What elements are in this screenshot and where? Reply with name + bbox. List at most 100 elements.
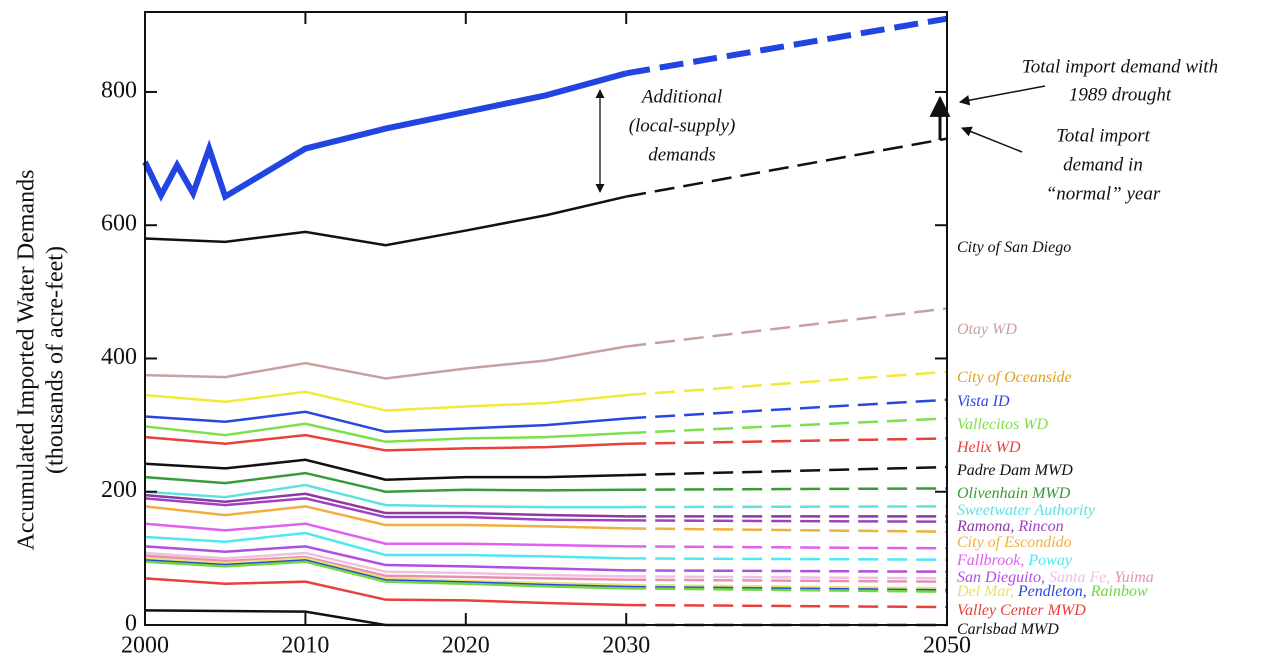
legend-entry: Sweetwater Authority <box>957 502 1096 519</box>
forecast-line <box>626 437 948 446</box>
forecast-line <box>626 545 948 550</box>
annotation-arrow <box>958 85 1046 106</box>
legend-entry: Helix WD <box>956 439 1021 456</box>
legend-entry: Carlsbad MWD <box>957 621 1059 638</box>
series-line <box>144 505 627 530</box>
annotation: (local-supply) <box>629 115 736 136</box>
series-line <box>144 609 627 627</box>
annotation: demand in <box>1063 154 1143 175</box>
legend-entry: Valley Center MWD <box>957 602 1086 619</box>
series-label: Olivenhain MWD <box>957 485 1071 502</box>
forecast-line <box>626 505 948 509</box>
series-line <box>144 471 627 493</box>
x-tick-label: 2030 <box>602 633 650 659</box>
annotation: Additional <box>640 86 722 107</box>
x-tick-label: 2020 <box>442 633 490 659</box>
series-line <box>144 422 627 444</box>
legend-entry: Yuima <box>1114 569 1153 586</box>
legend-entry: City of San Diego <box>957 239 1071 256</box>
label-separator: , <box>1083 583 1091 600</box>
series-label: City of Oceanside <box>957 369 1072 386</box>
label-separator: , <box>1010 583 1018 600</box>
legend-entry: City of Escondido <box>957 534 1072 551</box>
forecast-line <box>626 417 948 435</box>
label-separator: , <box>1106 569 1114 586</box>
series-label: Helix WD <box>956 439 1021 456</box>
series-label: City of San Diego <box>957 239 1071 256</box>
y-axis-label: Accumulated Imported Water Demands <box>14 170 40 551</box>
y-tick-label: 400 <box>101 344 137 370</box>
x-tick-label: 2050 <box>923 633 971 659</box>
series-line <box>144 560 627 590</box>
forecast-line <box>626 575 948 580</box>
series-label: Valley Center MWD <box>957 602 1086 619</box>
legend-entry: Poway <box>1027 552 1072 569</box>
forecast-line <box>626 398 948 420</box>
forecast-line <box>625 15 948 77</box>
legend-entry: Ramona <box>956 518 1010 535</box>
forecast-line <box>626 569 948 573</box>
legend-entry: Del Mar <box>956 583 1012 600</box>
legend-entry: Rainbow <box>1090 583 1148 600</box>
label-separator: , <box>1010 518 1018 535</box>
series-line <box>144 545 627 572</box>
y-tick-label: 0 <box>125 611 137 637</box>
series-label: Ramona, Rincon <box>956 518 1064 535</box>
legend-entry: Fallbrook <box>956 552 1021 569</box>
series-line <box>144 390 627 412</box>
annotation-arrow <box>961 126 1023 153</box>
series-line <box>144 458 627 482</box>
series-line <box>144 531 627 560</box>
x-tick-label: 2000 <box>121 633 169 659</box>
annotation: Total import demand with <box>1022 56 1218 77</box>
annotation: Total import <box>1056 125 1151 146</box>
forecast-line <box>626 519 948 523</box>
legend-entry: Otay WD <box>957 321 1017 338</box>
series-line <box>144 551 627 578</box>
series-label: Carlsbad MWD <box>957 621 1059 638</box>
series-line <box>144 345 627 380</box>
forecast-line <box>626 465 948 477</box>
forecast-line <box>626 583 948 590</box>
label-separator: , <box>1041 569 1049 586</box>
y-tick-label: 600 <box>101 211 137 237</box>
forecast-line <box>626 557 948 561</box>
series-line <box>144 433 627 452</box>
y-tick-label: 800 <box>101 77 137 103</box>
forecast-line <box>626 370 948 397</box>
series-line <box>144 497 627 522</box>
series-label: Padre Dam MWD <box>956 462 1073 479</box>
legend-entry: City of Oceanside <box>957 369 1072 386</box>
series-line <box>144 577 627 607</box>
series-label: Sweetwater Authority <box>957 502 1096 519</box>
series-line <box>144 195 627 247</box>
forecast-line <box>626 487 948 491</box>
series-line <box>144 557 627 587</box>
series-line <box>144 554 627 581</box>
y-axis-label: (thousands of acre-feet) <box>43 246 69 474</box>
annotation: “normal” year <box>1046 183 1161 204</box>
forecast-line <box>626 307 948 348</box>
x-tick-label: 2010 <box>281 633 329 659</box>
legend-entry: Vallecitos WD <box>957 416 1049 433</box>
legend-entry: Vista ID <box>957 393 1010 410</box>
plot-frame <box>144 11 948 626</box>
series-line <box>144 559 627 589</box>
y-tick-label: 200 <box>101 477 137 503</box>
legend-entry: Rincon <box>1017 518 1063 535</box>
series-line <box>144 492 627 518</box>
series-label: Otay WD <box>957 321 1017 338</box>
series-line <box>142 70 627 202</box>
series-label: Fallbrook, Poway <box>956 552 1073 569</box>
series-label: San Dieguito, Santa Fe, Yuima <box>957 569 1154 586</box>
series-label: Vallecitos WD <box>957 416 1049 433</box>
legend-entry: Santa Fe <box>1049 569 1106 586</box>
legend-entry: Padre Dam MWD <box>956 462 1073 479</box>
legend-entry: Olivenhain MWD <box>957 485 1071 502</box>
label-separator: , <box>1020 552 1028 569</box>
forecast-line <box>626 603 948 609</box>
series-line <box>144 410 627 434</box>
legend-entry: Pendleton <box>1017 583 1083 600</box>
series-label: Del Mar, Pendleton, Rainbow <box>956 583 1148 600</box>
